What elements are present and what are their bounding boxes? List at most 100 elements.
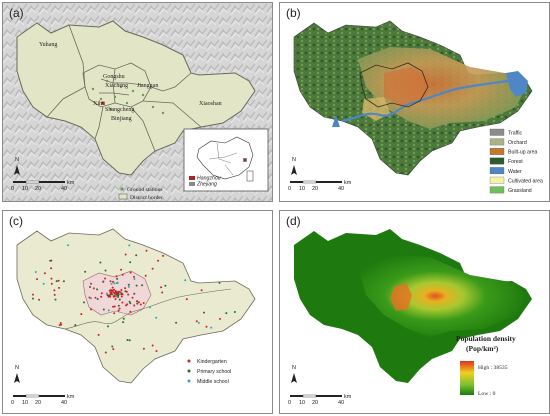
- school-point: [104, 351, 107, 354]
- legend-swatch: [489, 138, 505, 146]
- school-point: [155, 316, 158, 319]
- scale-unit: km: [67, 180, 75, 186]
- school-point: [133, 278, 136, 280]
- school-point: [129, 302, 132, 305]
- scale-tick: 10: [299, 400, 305, 406]
- panel-b: (b) Traffic Orchard Built-up area Forest Wat…: [279, 2, 550, 202]
- north-label: N: [15, 365, 19, 371]
- school-point: [53, 293, 56, 296]
- school-point: [127, 283, 130, 286]
- school-point: [128, 339, 131, 342]
- school-point: [225, 312, 228, 315]
- school-point: [145, 249, 148, 252]
- school-point: [116, 277, 119, 280]
- school-point: [120, 268, 123, 271]
- school-point: [141, 284, 144, 287]
- school-point: [55, 280, 58, 283]
- school-point: [89, 286, 91, 288]
- school-point: [106, 294, 109, 297]
- legend-high: High : 38535: [478, 365, 508, 371]
- legend-district-border: District border: [130, 195, 163, 201]
- school-point: [111, 293, 114, 296]
- school-point: [131, 296, 134, 299]
- school-point: [135, 284, 138, 287]
- school-point: [175, 321, 178, 324]
- school-point: [118, 290, 121, 293]
- school-point: [114, 298, 117, 300]
- school-point: [205, 325, 208, 328]
- school-point: [96, 298, 99, 300]
- school-point: [115, 282, 118, 285]
- district-label: Xihu: [93, 101, 105, 107]
- school-point: [90, 308, 92, 311]
- school-point: [124, 253, 127, 256]
- school-point: [90, 297, 92, 300]
- school-point: [97, 333, 100, 336]
- school-point: [114, 292, 117, 295]
- school-point: [113, 312, 116, 315]
- school-point: [116, 292, 118, 294]
- school-point: [38, 298, 41, 301]
- legend-label: Traffic: [508, 130, 523, 136]
- scale-tick: 20: [35, 186, 41, 192]
- scale-bar: 0 10 20 40 km: [11, 394, 75, 406]
- district-label: Xiaoshan: [199, 101, 222, 107]
- school-legend: Kindergarten Primary school Middle school: [187, 359, 231, 385]
- school-point: [49, 259, 52, 262]
- school-point: [109, 280, 112, 283]
- legend-title: Population density: [456, 334, 516, 343]
- school-point: [126, 339, 129, 341]
- panel-c-label: (c): [9, 214, 23, 228]
- school-point: [115, 295, 118, 298]
- scale-tick: 0: [288, 400, 291, 406]
- legend-marker: [187, 359, 191, 363]
- school-point: [139, 303, 142, 306]
- district-borders: [46, 24, 202, 152]
- district-label: Yuhang: [39, 42, 57, 48]
- school-point: [112, 295, 115, 298]
- urban-density: [358, 255, 526, 337]
- school-point: [112, 348, 115, 351]
- school-point: [34, 271, 37, 273]
- school-point: [57, 279, 60, 282]
- legend-label: Kindergarten: [197, 359, 227, 365]
- district-label: Shangcheng: [105, 107, 134, 113]
- school-point: [121, 301, 124, 304]
- legend-label: Grassland: [508, 188, 532, 194]
- school-point: [210, 326, 213, 329]
- school-point: [135, 254, 138, 257]
- school-point: [107, 309, 110, 312]
- panel-a-label: (a): [9, 6, 24, 20]
- school-point: [58, 286, 60, 289]
- landuse-legend: Traffic Orchard Built-up area Forest Water Cu…: [489, 128, 543, 194]
- school-point: [96, 288, 99, 291]
- school-point: [121, 273, 124, 276]
- scale-tick: 0: [11, 186, 14, 192]
- school-point: [117, 309, 120, 312]
- school-point: [185, 298, 188, 301]
- legend-unit: (Pop/km²): [466, 344, 499, 353]
- school-point: [100, 292, 103, 295]
- school-point: [133, 304, 136, 307]
- scale-unit: km: [344, 394, 352, 400]
- north-arrow: N: [14, 157, 20, 175]
- school-point: [80, 313, 83, 316]
- school-point: [112, 280, 114, 283]
- scale-bar: 0 10 20 40 km: [11, 180, 75, 192]
- school-point: [133, 275, 135, 278]
- school-point: [50, 282, 53, 285]
- school-point: [109, 291, 112, 294]
- school-point: [109, 289, 112, 292]
- legend-marker: [187, 379, 191, 383]
- school-point: [62, 280, 65, 283]
- school-point: [67, 244, 70, 247]
- school-point: [102, 308, 105, 311]
- school-point: [110, 282, 113, 285]
- school-point: [160, 286, 163, 289]
- school-point: [155, 350, 158, 353]
- school-point: [184, 279, 187, 282]
- school-point: [115, 275, 118, 278]
- scale-tick: 20: [312, 186, 318, 192]
- school-point: [127, 293, 130, 296]
- school-point: [195, 320, 198, 323]
